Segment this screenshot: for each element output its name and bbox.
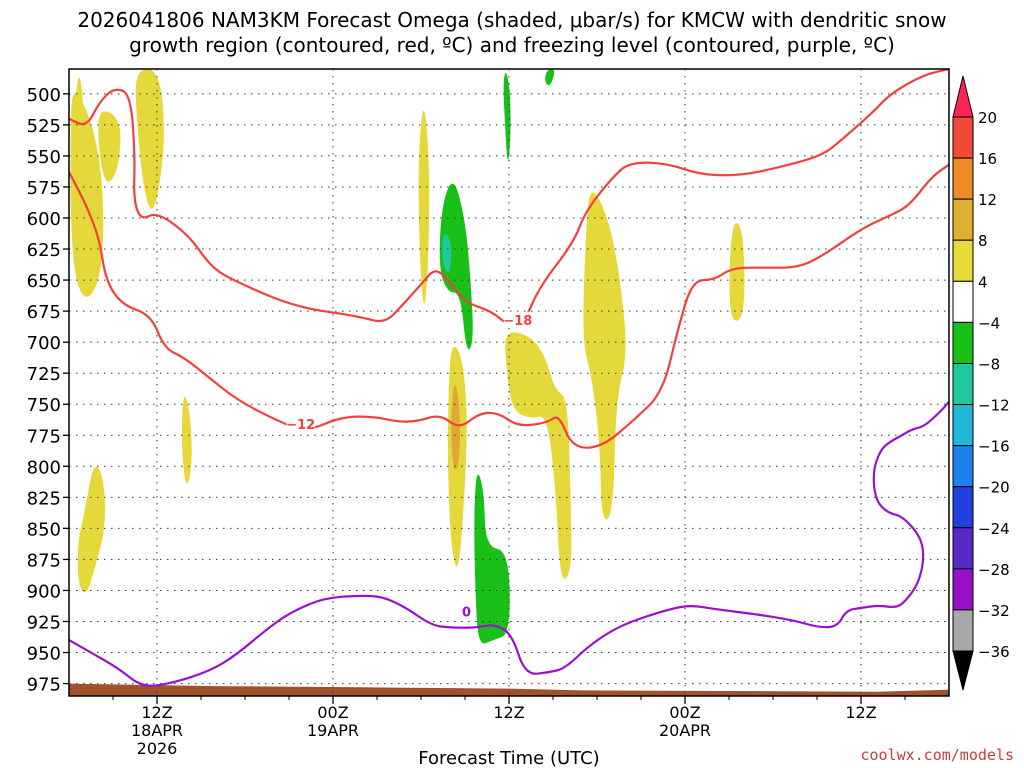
x-tick-label: 12Z [845,703,876,722]
omega-region-11 [451,384,461,470]
colorbar-swatch-9 [952,486,974,529]
contour-label-bg-1 [286,416,315,432]
y-tick-label: 750 [27,395,61,416]
colorbar-label: −16 [978,438,1010,456]
y-tick-label: 525 [27,116,61,137]
contour-label-bg-2 [460,603,473,619]
y-tick-label: 625 [27,240,61,261]
y-tick-label: 700 [27,333,61,354]
y-tick-label: 600 [27,209,61,230]
contour-line-0 [68,67,950,327]
y-tick-label: 975 [27,675,61,696]
omega-region-13 [442,234,452,273]
terrain-layer [69,683,949,696]
y-tick-label: 825 [27,488,61,509]
colorbar-top-arrow [952,75,974,118]
y-tick-label: 550 [27,147,61,168]
omega-region-1 [74,77,85,174]
colorbar-swatch-3 [952,239,974,282]
y-tick-label: 675 [27,302,61,323]
contour-label-bg-0 [503,311,532,327]
omega-region-6 [418,110,430,304]
y-tick-label: 575 [27,178,61,199]
colorbar-label: 12 [978,191,997,209]
watermark-text: coolwx.com/models [860,746,1014,764]
y-tick-label: 500 [27,85,61,106]
colorbar-label: −4 [978,314,1000,332]
contour-line-2 [68,400,950,687]
x-tick-label: 12Z [141,703,172,722]
colorbar-label: −36 [978,643,1010,661]
colorbar-label: 20 [978,109,997,127]
omega-region-12 [439,183,473,350]
omega-region-2 [98,111,121,182]
colorbar-swatch-2 [952,198,974,241]
y-tick-label: 950 [27,644,61,665]
contour-label-2: 0 [462,606,471,621]
colorbar-swatch-10 [952,527,974,570]
x-tick-label: 2026 [137,739,178,758]
colorbar-label: 8 [978,232,988,250]
contour-label-0: −18 [503,314,532,329]
omega-shading-layer [70,69,745,644]
colorbar-label: 16 [978,150,997,168]
colorbar-swatch-7 [952,404,974,447]
omega-region-9 [583,192,626,520]
colorbar-swatch-4 [952,280,974,323]
colorbar-swatch-1 [952,157,974,200]
colorbar-label: −20 [978,479,1010,497]
y-tick-label: 850 [27,519,61,540]
colorbar-label: 4 [978,273,988,291]
colorbar-bottom-arrow [952,650,974,691]
y-tick-label: 925 [27,613,61,634]
colorbar-label: −32 [978,602,1010,620]
terrain-surface [69,683,949,696]
colorbar: 20 16 12 8 4 −4 −8 −12 −16 −20 −24 −28 −32 −36 [952,75,1010,691]
x-axis-label: Forecast Time (UTC) [418,748,599,768]
y-tick-label: 725 [27,364,61,385]
y-tick-label: 800 [27,457,61,478]
omega-region-16 [474,474,510,644]
x-tick-label: 00Z [317,703,348,722]
contour-line-1 [68,163,950,449]
colorbar-swatch-0 [952,116,974,159]
x-tick-label: 00Z [669,703,700,722]
colorbar-swatch-8 [952,445,974,488]
colorbar-label: −24 [978,520,1010,538]
contour-layer: −18 −12 0 [68,67,950,687]
omega-region-5 [181,397,192,484]
colorbar-swatch-11 [952,568,974,611]
chart-title-line2: growth region (contoured, red, ºC) and f… [129,33,895,57]
x-tick-label: 12Z [493,703,524,722]
y-tick-label: 900 [27,581,61,602]
y-tick-label: 775 [27,426,61,447]
x-tick-label: 20APR [659,721,711,740]
omega-region-8 [505,332,572,579]
omega-region-4 [77,466,106,593]
y-tick-label: 875 [27,550,61,571]
chart-title-line1: 2026041806 NAM3KM Forecast Omega (shaded… [77,8,946,32]
omega-region-15 [545,69,555,86]
colorbar-label: −28 [978,561,1010,579]
colorbar-swatch-6 [952,362,974,406]
colorbar-label: −8 [978,355,1000,373]
omega-region-10 [729,222,745,321]
colorbar-swatch-12 [952,609,974,652]
x-tick-label: 18APR [131,721,183,740]
colorbar-label: −12 [978,397,1010,415]
y-tick-label: 650 [27,271,61,292]
colorbar-swatch-5 [952,321,974,364]
y-axis: 500 525 550 575 600 625 650 675 700 725 750 775 800 8… [27,85,69,696]
x-tick-label: 19APR [307,721,359,740]
omega-region-14 [503,73,511,161]
omega-region-3 [135,69,164,209]
contour-label-1: −12 [286,418,315,433]
